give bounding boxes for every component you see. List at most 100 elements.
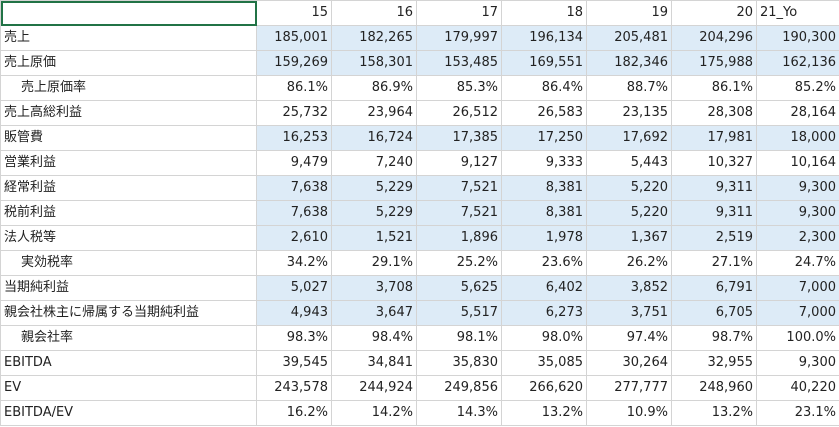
value-cell[interactable]: 7,000 [756, 300, 839, 326]
value-cell[interactable]: 17,250 [501, 125, 587, 151]
row-label-cell[interactable]: 売上原価率 [0, 75, 257, 101]
value-cell[interactable]: 85.3% [416, 75, 502, 101]
value-cell[interactable]: 97.4% [586, 325, 672, 351]
value-cell[interactable]: 18,000 [756, 125, 839, 151]
value-cell[interactable]: 9,311 [671, 200, 757, 226]
value-cell[interactable]: 6,791 [671, 275, 757, 301]
value-cell[interactable]: 5,229 [331, 200, 417, 226]
row-label-cell[interactable]: 親会社率 [0, 325, 257, 351]
value-cell[interactable]: 28,164 [756, 100, 839, 126]
row-label-cell[interactable]: 税前利益 [0, 200, 257, 226]
value-cell[interactable]: 6,402 [501, 275, 587, 301]
value-cell[interactable]: 14.3% [416, 400, 502, 426]
value-cell[interactable]: 9,127 [416, 150, 502, 176]
value-cell[interactable]: 9,300 [756, 175, 839, 201]
row-label-cell[interactable]: 販管費 [0, 125, 257, 151]
value-cell[interactable]: 4,943 [256, 300, 332, 326]
row-label-cell[interactable]: 売上原価 [0, 50, 257, 76]
value-cell[interactable]: 5,229 [331, 175, 417, 201]
value-cell[interactable]: 248,960 [671, 375, 757, 401]
row-label-cell[interactable]: 親会社株主に帰属する当期純利益 [0, 300, 257, 326]
value-cell[interactable]: 204,296 [671, 25, 757, 51]
value-cell[interactable]: 3,708 [331, 275, 417, 301]
value-cell[interactable]: 24.7% [756, 250, 839, 276]
value-cell[interactable]: 25,732 [256, 100, 332, 126]
value-cell[interactable]: 9,300 [756, 200, 839, 226]
selected-cell[interactable] [0, 0, 257, 26]
row-label-cell[interactable]: 当期純利益 [0, 275, 257, 301]
value-cell[interactable]: 2,300 [756, 225, 839, 251]
value-cell[interactable]: 39,545 [256, 350, 332, 376]
value-cell[interactable]: 13.2% [671, 400, 757, 426]
row-label-cell[interactable]: 売上高総利益 [0, 100, 257, 126]
value-cell[interactable]: 35,830 [416, 350, 502, 376]
value-cell[interactable]: 98.3% [256, 325, 332, 351]
row-label-cell[interactable]: 実効税率 [0, 250, 257, 276]
value-cell[interactable]: 26.2% [586, 250, 672, 276]
value-cell[interactable]: 5,517 [416, 300, 502, 326]
value-cell[interactable]: 3,647 [331, 300, 417, 326]
value-cell[interactable]: 98.7% [671, 325, 757, 351]
value-cell[interactable]: 8,381 [501, 175, 587, 201]
value-cell[interactable]: 243,578 [256, 375, 332, 401]
value-cell[interactable]: 3,852 [586, 275, 672, 301]
value-cell[interactable]: 1,896 [416, 225, 502, 251]
value-cell[interactable]: 17,692 [586, 125, 672, 151]
year-header-cell[interactable]: 20 [671, 0, 757, 26]
value-cell[interactable]: 86.1% [256, 75, 332, 101]
value-cell[interactable]: 25.2% [416, 250, 502, 276]
row-label-cell[interactable]: 売上 [0, 25, 257, 51]
value-cell[interactable]: 30,264 [586, 350, 672, 376]
value-cell[interactable]: 5,027 [256, 275, 332, 301]
value-cell[interactable]: 153,485 [416, 50, 502, 76]
value-cell[interactable]: 6,705 [671, 300, 757, 326]
year-header-cell[interactable]: 15 [256, 0, 332, 26]
value-cell[interactable]: 179,997 [416, 25, 502, 51]
value-cell[interactable]: 26,512 [416, 100, 502, 126]
value-cell[interactable]: 17,385 [416, 125, 502, 151]
value-cell[interactable]: 162,136 [756, 50, 839, 76]
row-label-cell[interactable]: 営業利益 [0, 150, 257, 176]
value-cell[interactable]: 16,724 [331, 125, 417, 151]
value-cell[interactable]: 9,479 [256, 150, 332, 176]
value-cell[interactable]: 26,583 [501, 100, 587, 126]
value-cell[interactable]: 1,521 [331, 225, 417, 251]
value-cell[interactable]: 9,333 [501, 150, 587, 176]
value-cell[interactable]: 98.0% [501, 325, 587, 351]
value-cell[interactable]: 8,381 [501, 200, 587, 226]
year-header-cell[interactable]: 19 [586, 0, 672, 26]
value-cell[interactable]: 13.2% [501, 400, 587, 426]
value-cell[interactable]: 98.1% [416, 325, 502, 351]
value-cell[interactable]: 10,327 [671, 150, 757, 176]
value-cell[interactable]: 196,134 [501, 25, 587, 51]
value-cell[interactable]: 16,253 [256, 125, 332, 151]
row-label-cell[interactable]: 経常利益 [0, 175, 257, 201]
value-cell[interactable]: 7,240 [331, 150, 417, 176]
value-cell[interactable]: 29.1% [331, 250, 417, 276]
value-cell[interactable]: 3,751 [586, 300, 672, 326]
value-cell[interactable]: 35,085 [501, 350, 587, 376]
value-cell[interactable]: 7,000 [756, 275, 839, 301]
row-label-cell[interactable]: EV [0, 375, 257, 401]
value-cell[interactable]: 23.1% [756, 400, 839, 426]
value-cell[interactable]: 34.2% [256, 250, 332, 276]
value-cell[interactable]: 182,346 [586, 50, 672, 76]
value-cell[interactable]: 14.2% [331, 400, 417, 426]
row-label-cell[interactable]: EBITDA/EV [0, 400, 257, 426]
value-cell[interactable]: 1,367 [586, 225, 672, 251]
value-cell[interactable]: 7,521 [416, 200, 502, 226]
value-cell[interactable]: 5,625 [416, 275, 502, 301]
value-cell[interactable]: 27.1% [671, 250, 757, 276]
value-cell[interactable]: 249,856 [416, 375, 502, 401]
value-cell[interactable]: 185,001 [256, 25, 332, 51]
value-cell[interactable]: 16.2% [256, 400, 332, 426]
value-cell[interactable]: 277,777 [586, 375, 672, 401]
value-cell[interactable]: 23,964 [331, 100, 417, 126]
value-cell[interactable]: 100.0% [756, 325, 839, 351]
value-cell[interactable]: 7,638 [256, 175, 332, 201]
value-cell[interactable]: 10.9% [586, 400, 672, 426]
value-cell[interactable]: 32,955 [671, 350, 757, 376]
value-cell[interactable]: 86.9% [331, 75, 417, 101]
value-cell[interactable]: 205,481 [586, 25, 672, 51]
year-header-cell[interactable]: 17 [416, 0, 502, 26]
